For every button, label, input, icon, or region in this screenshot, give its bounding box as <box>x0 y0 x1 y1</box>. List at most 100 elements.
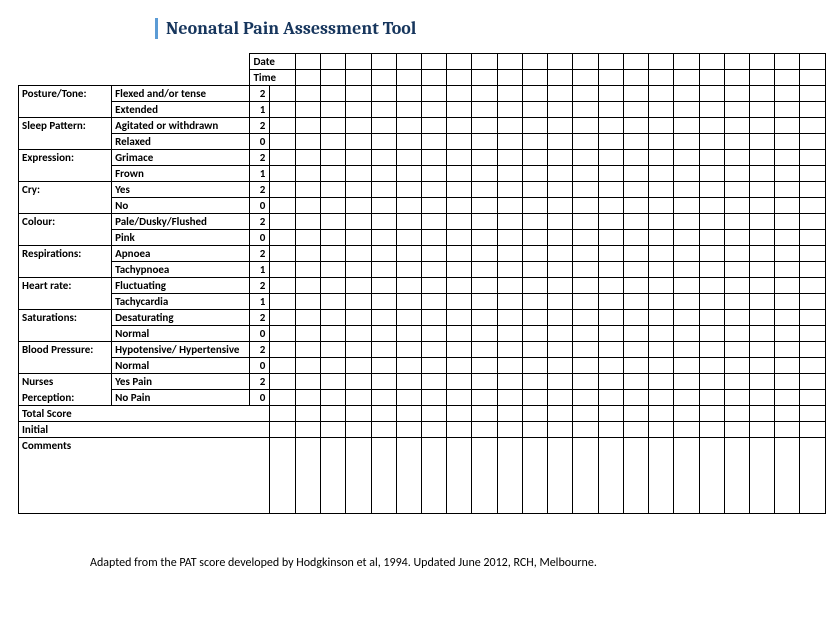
data-cell[interactable] <box>699 326 724 342</box>
data-cell[interactable] <box>295 310 320 326</box>
data-cell[interactable] <box>649 262 674 278</box>
data-cell[interactable] <box>497 326 522 342</box>
data-cell[interactable] <box>421 438 446 514</box>
data-cell[interactable] <box>623 294 648 310</box>
data-cell[interactable] <box>447 230 472 246</box>
data-cell[interactable] <box>573 134 598 150</box>
data-cell[interactable] <box>270 246 296 262</box>
data-cell[interactable] <box>270 182 296 198</box>
data-cell[interactable] <box>775 342 800 358</box>
data-cell[interactable] <box>371 262 396 278</box>
data-cell[interactable] <box>346 150 371 166</box>
data-cell[interactable] <box>497 406 522 422</box>
data-cell[interactable] <box>472 102 497 118</box>
data-cell[interactable] <box>472 150 497 166</box>
data-cell[interactable] <box>421 230 446 246</box>
data-cell[interactable] <box>421 358 446 374</box>
data-cell[interactable] <box>548 246 573 262</box>
data-cell[interactable] <box>775 438 800 514</box>
data-cell[interactable] <box>674 358 699 374</box>
data-cell[interactable] <box>598 214 623 230</box>
data-cell[interactable] <box>522 150 547 166</box>
data-cell[interactable] <box>447 118 472 134</box>
data-cell[interactable] <box>775 278 800 294</box>
data-cell[interactable] <box>295 198 320 214</box>
data-cell[interactable] <box>522 54 547 70</box>
data-cell[interactable] <box>447 262 472 278</box>
data-cell[interactable] <box>573 326 598 342</box>
data-cell[interactable] <box>295 230 320 246</box>
data-cell[interactable] <box>321 182 346 198</box>
data-cell[interactable] <box>775 134 800 150</box>
data-cell[interactable] <box>270 118 296 134</box>
data-cell[interactable] <box>649 294 674 310</box>
data-cell[interactable] <box>295 118 320 134</box>
data-cell[interactable] <box>548 150 573 166</box>
data-cell[interactable] <box>522 134 547 150</box>
data-cell[interactable] <box>724 422 749 438</box>
data-cell[interactable] <box>321 134 346 150</box>
data-cell[interactable] <box>548 230 573 246</box>
data-cell[interactable] <box>750 118 775 134</box>
data-cell[interactable] <box>573 262 598 278</box>
data-cell[interactable] <box>548 214 573 230</box>
data-cell[interactable] <box>371 150 396 166</box>
data-cell[interactable] <box>724 54 749 70</box>
data-cell[interactable] <box>699 198 724 214</box>
data-cell[interactable] <box>295 102 320 118</box>
data-cell[interactable] <box>674 134 699 150</box>
data-cell[interactable] <box>497 358 522 374</box>
data-cell[interactable] <box>598 278 623 294</box>
data-cell[interactable] <box>724 374 749 390</box>
data-cell[interactable] <box>724 182 749 198</box>
data-cell[interactable] <box>421 166 446 182</box>
data-cell[interactable] <box>800 246 826 262</box>
data-cell[interactable] <box>270 326 296 342</box>
data-cell[interactable] <box>346 182 371 198</box>
data-cell[interactable] <box>472 374 497 390</box>
data-cell[interactable] <box>598 70 623 86</box>
data-cell[interactable] <box>548 198 573 214</box>
data-cell[interactable] <box>396 230 421 246</box>
data-cell[interactable] <box>623 150 648 166</box>
data-cell[interactable] <box>699 422 724 438</box>
data-cell[interactable] <box>573 278 598 294</box>
data-cell[interactable] <box>724 214 749 230</box>
data-cell[interactable] <box>396 86 421 102</box>
data-cell[interactable] <box>775 102 800 118</box>
data-cell[interactable] <box>649 246 674 262</box>
data-cell[interactable] <box>371 70 396 86</box>
data-cell[interactable] <box>295 326 320 342</box>
data-cell[interactable] <box>346 438 371 514</box>
data-cell[interactable] <box>421 118 446 134</box>
data-cell[interactable] <box>649 390 674 406</box>
data-cell[interactable] <box>270 390 296 406</box>
data-cell[interactable] <box>649 118 674 134</box>
data-cell[interactable] <box>699 278 724 294</box>
data-cell[interactable] <box>522 374 547 390</box>
data-cell[interactable] <box>371 182 396 198</box>
data-cell[interactable] <box>497 86 522 102</box>
data-cell[interactable] <box>674 166 699 182</box>
data-cell[interactable] <box>447 246 472 262</box>
data-cell[interactable] <box>699 438 724 514</box>
data-cell[interactable] <box>472 166 497 182</box>
data-cell[interactable] <box>674 422 699 438</box>
data-cell[interactable] <box>674 342 699 358</box>
data-cell[interactable] <box>674 118 699 134</box>
data-cell[interactable] <box>396 134 421 150</box>
data-cell[interactable] <box>548 374 573 390</box>
data-cell[interactable] <box>346 102 371 118</box>
data-cell[interactable] <box>346 310 371 326</box>
data-cell[interactable] <box>346 326 371 342</box>
data-cell[interactable] <box>750 246 775 262</box>
data-cell[interactable] <box>371 246 396 262</box>
data-cell[interactable] <box>295 86 320 102</box>
data-cell[interactable] <box>447 310 472 326</box>
data-cell[interactable] <box>800 182 826 198</box>
data-cell[interactable] <box>295 262 320 278</box>
data-cell[interactable] <box>447 102 472 118</box>
data-cell[interactable] <box>573 198 598 214</box>
data-cell[interactable] <box>522 182 547 198</box>
data-cell[interactable] <box>548 294 573 310</box>
